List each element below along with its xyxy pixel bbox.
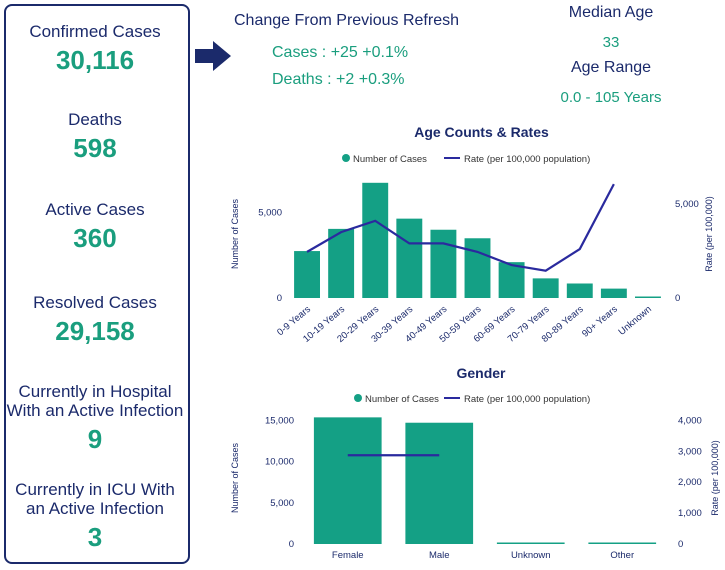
stat-label: Deaths	[68, 110, 122, 129]
stat-block: Resolved Cases 29,158	[4, 293, 186, 347]
age-range-label: Age Range	[570, 59, 652, 76]
y-axis-title: Number of Cases	[230, 198, 240, 269]
right-arrow-icon	[195, 41, 231, 71]
legend-label-rate: Rate (per 100,000 population)	[464, 394, 590, 405]
stat-value: 3	[87, 522, 103, 552]
stat-block: Deaths 598	[4, 110, 186, 164]
y2-axis-title: Rate (per 100,000)	[704, 196, 714, 272]
y2-tick-label: 3,000	[678, 446, 702, 457]
y-tick-label: 5,000	[258, 208, 282, 219]
chart-title: Gender	[456, 365, 506, 381]
y-tick-label: 15,000	[265, 415, 294, 426]
bar	[588, 542, 657, 544]
stat-label: Resolved Cases	[33, 293, 157, 312]
bar	[430, 229, 457, 298]
stat-value: 30,116	[55, 45, 135, 75]
bar	[313, 417, 382, 544]
stat-value: 9	[87, 424, 103, 454]
y2-tick-label: 1,000	[678, 508, 702, 519]
y2-axis-title: Rate (per 100,000)	[710, 440, 720, 516]
y-tick-label: 10,000	[265, 457, 294, 468]
stat-value: 360	[73, 223, 117, 253]
rate-line	[306, 183, 615, 272]
stat-block: Currently in Hospital With an Active Infe…	[4, 382, 186, 455]
stat-value: 598	[73, 133, 117, 163]
bar	[396, 218, 423, 298]
median-age-label: Median Age	[568, 4, 654, 21]
change-title: Change From Previous Refresh	[234, 12, 459, 29]
legend-label-rate: Rate (per 100,000 population)	[464, 154, 590, 165]
y2-tick-label: 0	[675, 293, 680, 304]
y-tick-label: 5,000	[270, 498, 294, 509]
change-deaths: Deaths : +2 +0.3%	[272, 71, 405, 88]
bar	[566, 283, 593, 298]
stat-label: Active Cases	[45, 200, 145, 219]
x-tick-label: Other	[610, 550, 634, 561]
bar	[328, 228, 355, 298]
stat-block: Currently in ICU With an Active Infection…	[4, 480, 186, 553]
x-tick-label: Female	[332, 550, 364, 561]
y2-tick-label: 4,000	[678, 415, 702, 426]
bar	[362, 182, 389, 298]
legend-label-cases: Number of Cases	[365, 394, 439, 405]
y-axis-title: Number of Cases	[230, 442, 240, 513]
chart-title: Age Counts & Rates	[414, 124, 549, 140]
stat-label: Confirmed Cases	[29, 22, 161, 41]
median-age-value: 33	[602, 34, 620, 51]
x-tick-label: Male	[429, 550, 450, 561]
legend-label-cases: Number of Cases	[353, 154, 427, 165]
bar	[464, 238, 491, 298]
stat-label: Currently in Hospital With an Active Infe…	[6, 382, 184, 420]
stat-value: 29,158	[55, 316, 135, 346]
bar	[496, 542, 565, 544]
y2-tick-label: 0	[678, 539, 683, 550]
bar	[532, 278, 559, 298]
stat-label: Currently in ICU With an Active Infection	[15, 480, 175, 518]
stat-block: Active Cases 360	[4, 200, 186, 254]
bar	[600, 288, 627, 298]
age-range-value: 0.0 - 105 Years	[560, 89, 662, 106]
bar	[294, 251, 320, 298]
stat-block: Confirmed Cases 30,116	[4, 22, 186, 76]
bar	[635, 296, 661, 298]
y-tick-label: 0	[289, 539, 294, 550]
legend-marker-cases	[342, 154, 350, 162]
summary-panel	[4, 4, 190, 564]
y2-tick-label: 2,000	[678, 477, 702, 488]
bar	[498, 262, 525, 298]
x-tick-label: Unknown	[511, 550, 551, 561]
y2-tick-label: 5,000	[675, 199, 699, 210]
change-cases: Cases : +25 +0.1%	[272, 44, 409, 61]
bar	[405, 422, 474, 544]
legend-marker-cases	[354, 394, 362, 402]
y-tick-label: 0	[277, 293, 282, 304]
